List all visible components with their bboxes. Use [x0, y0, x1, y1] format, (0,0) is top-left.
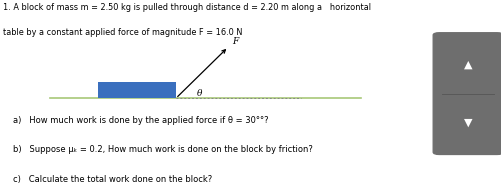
Text: ▲: ▲ [463, 59, 471, 69]
Bar [98, 82, 175, 98]
Text: table by a constant applied force of magnitude F = 16.0 N: table by a constant applied force of mag… [3, 28, 241, 37]
Text: a)   How much work is done by the applied force if θ = 30°°?: a) How much work is done by the applied … [13, 116, 268, 125]
Text: F: F [232, 37, 238, 46]
Text: ▼: ▼ [463, 118, 471, 128]
Text: b)   Suppose μₖ = 0.2, How much work is done on the block by friction?: b) Suppose μₖ = 0.2, How much work is do… [13, 145, 312, 154]
FancyBboxPatch shape [432, 33, 501, 154]
Text: 1. A block of mass m = 2.50 kg is pulled through distance d = 2.20 m along a   h: 1. A block of mass m = 2.50 kg is pulled… [3, 3, 370, 12]
Text: c)   Calculate the total work done on the block?: c) Calculate the total work done on the … [13, 175, 211, 183]
Text: θ: θ [196, 89, 202, 98]
